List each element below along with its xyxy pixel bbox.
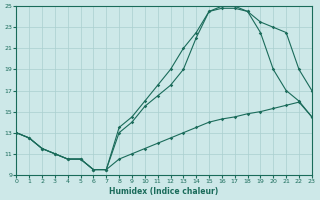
X-axis label: Humidex (Indice chaleur): Humidex (Indice chaleur) xyxy=(109,187,219,196)
